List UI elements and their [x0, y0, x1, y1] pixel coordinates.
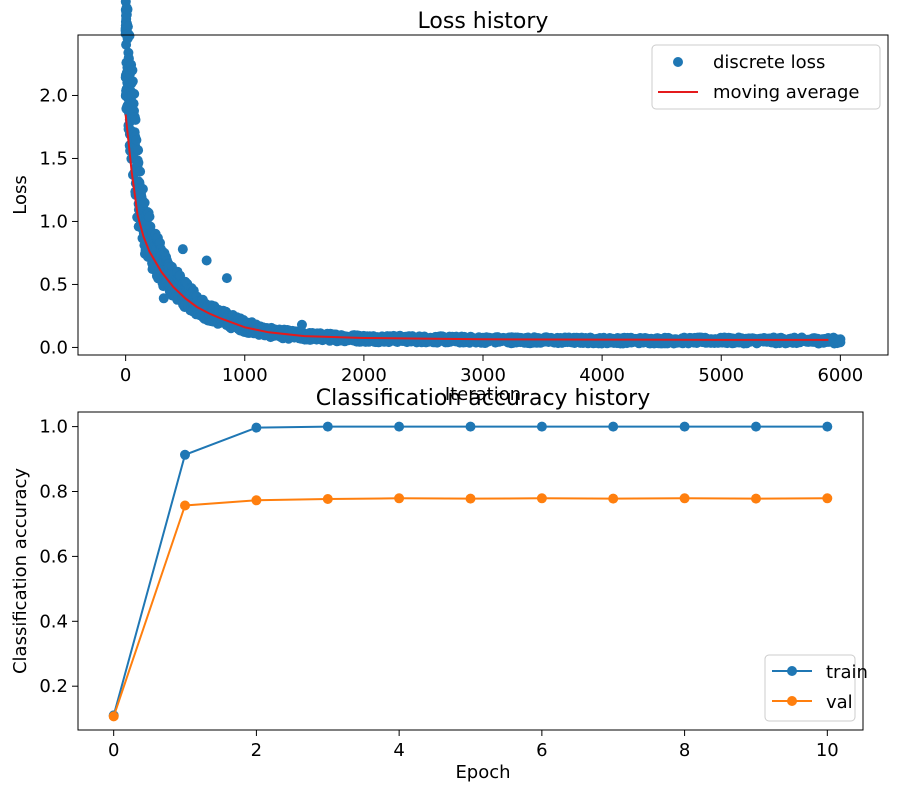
loss-x-tick-label: 2000 [341, 365, 387, 386]
val-accuracy-point [322, 494, 333, 504]
accuracy-y-tick-label: 1.0 [39, 417, 68, 438]
loss-y-tick-label: 0.5 [39, 274, 68, 295]
train-legend-label: train [826, 662, 868, 683]
loss-legend: discrete loss moving average [651, 44, 881, 110]
moving-average-line [124, 114, 829, 341]
discrete-loss-point [127, 76, 138, 87]
val-accuracy-point [394, 493, 405, 504]
val-accuracy-point [751, 493, 761, 504]
loss-y-tick-label: 1.0 [39, 211, 68, 232]
val-accuracy-point [608, 493, 619, 504]
discrete-loss-point [135, 166, 146, 177]
loss-legend-box [651, 44, 881, 110]
accuracy-legend: train val [764, 654, 868, 722]
train-accuracy-point [180, 449, 190, 460]
accuracy-y-tick-label: 0.4 [39, 611, 68, 632]
accuracy-y-tick-label: 0.8 [39, 482, 68, 503]
val-accuracy-point [465, 493, 476, 504]
discrete-loss-outlier [158, 293, 169, 304]
accuracy-x-tick-label: 4 [393, 740, 404, 761]
discrete-loss-outlier [201, 255, 212, 266]
val-accuracy-line [112, 497, 828, 717]
discrete-loss-point [137, 184, 148, 194]
moving-average-legend-label: moving average [713, 82, 859, 103]
val-accuracy-point [679, 493, 690, 504]
accuracy-x-tick-label: 6 [536, 740, 547, 761]
accuracy-x-tick-label: 10 [816, 740, 839, 761]
accuracy-x-tick-label: 2 [251, 740, 262, 761]
loss-chart-title: Loss history [418, 9, 549, 34]
val-accuracy-point [536, 493, 547, 504]
accuracy-x-tick-label: 8 [679, 740, 690, 761]
val-accuracy-point [822, 493, 833, 504]
val-accuracy-point [251, 495, 262, 506]
val-legend-label: val [826, 692, 853, 713]
discrete-loss-point [835, 334, 846, 345]
accuracy-y-tick-label: 0.2 [39, 676, 68, 697]
loss-y-tick-label: 2.0 [39, 85, 68, 106]
accuracy-x-tick-label: 0 [108, 740, 119, 761]
train-accuracy-point [679, 421, 690, 432]
discrete-loss-outlier [221, 273, 232, 284]
val-legend-marker [787, 696, 797, 706]
train-accuracy-point [608, 421, 619, 432]
discrete-loss-outlier [296, 319, 307, 330]
accuracy-plot-frame [77, 411, 864, 731]
accuracy-x-ticks: 0 2 4 6 8 10 [108, 730, 839, 761]
train-accuracy-point [751, 421, 761, 432]
loss-x-ticks: 0 1000 2000 3000 4000 5000 6000 [120, 355, 863, 386]
discrete-loss-point [133, 157, 144, 168]
accuracy-series [108, 421, 833, 722]
train-accuracy-point [465, 421, 476, 432]
loss-x-tick-label: 3000 [460, 365, 506, 386]
loss-x-tick-label: 6000 [817, 365, 863, 386]
loss-x-axis-label: Iteration [445, 384, 521, 405]
train-accuracy-point [536, 421, 547, 432]
discrete-loss-point [130, 114, 141, 125]
accuracy-chart-title: Classification accuracy history [316, 386, 650, 411]
train-accuracy-point [394, 421, 405, 432]
accuracy-history-chart: 0 2 4 6 8 10 0.2 0.4 0.6 0.8 1.0 Classification a… [10, 386, 868, 783]
discrete-loss-point [122, 4, 133, 15]
accuracy-y-ticks: 0.2 0.4 0.6 0.8 1.0 [39, 417, 78, 697]
loss-x-tick-label: 5000 [698, 365, 744, 386]
train-accuracy-line [112, 425, 828, 716]
train-legend-marker [787, 666, 797, 676]
discrete-loss-point [129, 88, 140, 99]
discrete-loss-point [122, 21, 133, 32]
train-accuracy-point [822, 421, 833, 432]
discrete-loss-point [131, 135, 142, 145]
discrete-loss-point [144, 211, 155, 222]
loss-x-tick-label: 4000 [579, 365, 625, 386]
val-accuracy-point [180, 500, 190, 511]
loss-y-ticks: 0.0 0.5 1.0 1.5 2.0 [39, 85, 78, 358]
val-accuracy-point [108, 711, 119, 722]
train-accuracy-point [322, 421, 333, 432]
loss-y-tick-label: 0.0 [39, 337, 68, 358]
discrete-loss-point [124, 30, 135, 41]
discrete-loss-legend-marker [673, 57, 683, 67]
loss-y-axis-label: Loss [10, 175, 31, 214]
loss-history-chart: Loss history 0 1000 2000 3000 4000 5000 6000 0… [10, 0, 889, 405]
accuracy-y-axis-label: Classification accuracy [10, 468, 31, 674]
discrete-loss-point [139, 197, 150, 208]
accuracy-x-axis-label: Epoch [455, 762, 510, 783]
accuracy-y-tick-label: 0.6 [39, 546, 68, 567]
train-accuracy-point [251, 422, 262, 433]
discrete-loss-point [128, 98, 139, 109]
loss-x-tick-label: 0 [120, 365, 131, 386]
discrete-loss-point [133, 145, 144, 156]
loss-y-tick-label: 1.5 [39, 148, 68, 169]
discrete-loss-outlier [177, 244, 188, 255]
discrete-loss-legend-label: discrete loss [713, 52, 825, 73]
discrete-loss-point [127, 65, 138, 76]
loss-x-tick-label: 1000 [222, 365, 268, 386]
